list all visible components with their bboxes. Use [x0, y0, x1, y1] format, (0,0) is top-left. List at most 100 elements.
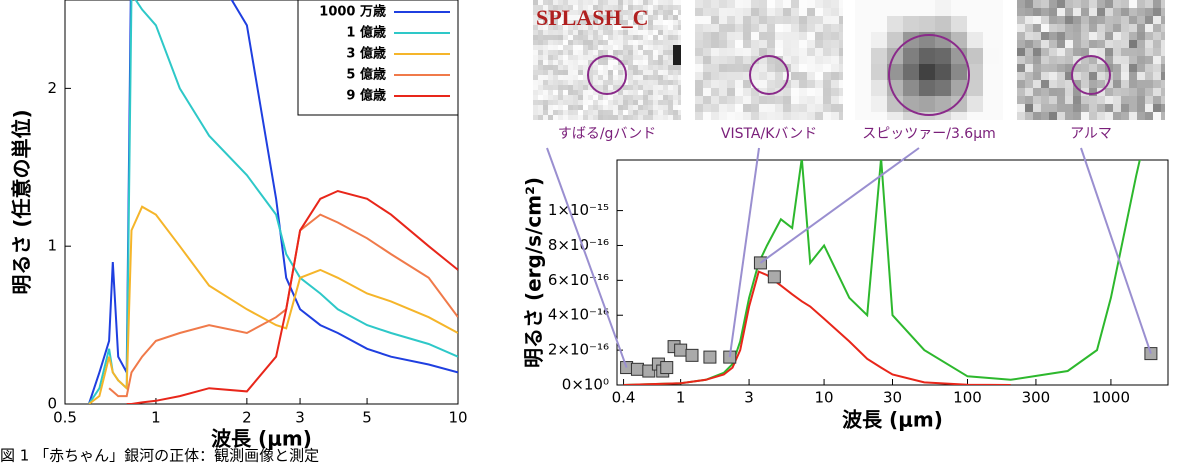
thumbnail-pixel: [628, 100, 633, 105]
thumbnail-pixel: [558, 30, 563, 35]
x-tick-label: 100: [953, 389, 982, 407]
panel-label: すばる/gバンド: [558, 126, 656, 142]
thumbnail-pixel: [719, 112, 727, 120]
thumbnail-pixel: [578, 85, 583, 90]
thumbnail-pixel: [663, 85, 668, 90]
thumbnail-pixel: [628, 50, 633, 55]
thumbnail-pixel: [783, 88, 791, 96]
thumbnail-pixel: [538, 30, 543, 35]
thumbnail-pixel: [711, 56, 719, 64]
thumbnail-pixel: [653, 30, 658, 35]
thumbnail-pixel: [663, 115, 668, 120]
thumbnail-pixel: [807, 8, 815, 16]
thumbnail-pixel: [1033, 96, 1041, 104]
thumbnail-pixel: [603, 70, 608, 75]
thumbnail-pixel: [735, 40, 743, 48]
thumbnail-pixel: [638, 110, 643, 115]
thumbnail-pixel: [1049, 48, 1057, 56]
thumbnail-pixel: [1081, 24, 1089, 32]
thumbnail-pixel: [583, 55, 588, 60]
thumbnail-pixel: [638, 60, 643, 65]
thumbnail-pixel: [1017, 72, 1025, 80]
thumbnail-pixel: [759, 80, 767, 88]
thumbnail-pixel: [1089, 0, 1097, 8]
thumbnail-pixel: [653, 55, 658, 60]
thumbnail-pixel: [1153, 88, 1161, 96]
thumbnail-pixel: [1145, 48, 1153, 56]
thumbnail-pixel: [668, 90, 673, 95]
thumbnail-pixel: [839, 88, 843, 96]
thumbnail-pixel: [1105, 48, 1113, 56]
thumbnail-pixel: [608, 60, 613, 65]
thumbnail-pixel: [695, 80, 703, 88]
thumbnail-pixel: [583, 60, 588, 65]
thumbnail-pixel: [1049, 64, 1057, 72]
thumbnail-pixel: [735, 80, 743, 88]
thumbnail-pixel: [1145, 40, 1153, 48]
thumbnail-pixel: [799, 104, 807, 112]
thumbnail-pixel: [1129, 96, 1137, 104]
thumbnail-pixel: [815, 32, 823, 40]
thumbnail-pixel: [548, 70, 553, 75]
x-tick-label: 3: [295, 409, 305, 427]
thumbnail-pixel: [1113, 48, 1121, 56]
thumbnail-pixel: [573, 65, 578, 70]
thumbnail-pixel: [573, 35, 578, 40]
thumbnail-pixel: [1089, 24, 1097, 32]
thumbnail-pixel: [653, 70, 658, 75]
thumbnail-pixel: [1129, 16, 1137, 24]
thumbnail-pixel: [608, 75, 613, 80]
thumbnail-pixel: [553, 35, 558, 40]
thumbnail-pixel: [573, 50, 578, 55]
thumbnail-pixel: [743, 40, 751, 48]
thumbnail-pixel: [588, 35, 593, 40]
thumbnail-pixel: [638, 45, 643, 50]
thumbnail-pixel: [791, 104, 799, 112]
thumbnail-pixel: [548, 105, 553, 110]
thumbnail-pixel: [871, 112, 887, 120]
thumbnail-pixel: [678, 5, 681, 10]
thumbnail-pixel: [678, 20, 681, 25]
thumbnail-pixel: [711, 104, 719, 112]
thumbnail-pixel: [791, 96, 799, 104]
thumbnail-pixel: [623, 100, 628, 105]
thumbnail-pixel: [628, 60, 633, 65]
thumbnail-pixel: [743, 104, 751, 112]
thumbnail-pixel: [583, 105, 588, 110]
thumbnail-pixel: [603, 65, 608, 70]
thumbnail-pixel: [967, 112, 983, 120]
thumbnail-pixel: [703, 72, 711, 80]
thumbnail-pixel: [951, 32, 967, 48]
thumbnail-pixel: [623, 45, 628, 50]
thumbnail-pixel: [1041, 48, 1049, 56]
thumbnail-pixel: [543, 40, 548, 45]
thumbnail-pixel: [543, 65, 548, 70]
thumbnail-pixel: [653, 75, 658, 80]
thumbnail-pixel: [967, 16, 983, 32]
thumbnail-pixel: [1081, 0, 1089, 8]
thumbnail-pixel: [543, 35, 548, 40]
thumbnail-pixel: [799, 24, 807, 32]
thumbnail-pixel: [831, 32, 839, 40]
thumbnail-pixel: [1057, 112, 1065, 120]
thumbnail-pixel: [598, 95, 603, 100]
thumbnail-pixel: [678, 60, 681, 65]
thumbnail-pixel: [815, 80, 823, 88]
thumbnail-pixel: [743, 48, 751, 56]
thumbnail-pixel: [588, 105, 593, 110]
thumbnail-pixel: [578, 45, 583, 50]
thumbnail-pixel: [548, 100, 553, 105]
thumbnail-pixel: [999, 16, 1003, 32]
thumbnail-pixel: [1113, 112, 1121, 120]
thumbnail-pixel: [727, 0, 735, 8]
thumbnail-pixel: [673, 85, 678, 90]
thumbnail-pixel: [658, 25, 663, 30]
thumbnail-pixel: [1161, 32, 1165, 40]
thumbnail-pixel: [568, 110, 573, 115]
thumbnail-pixel: [563, 45, 568, 50]
thumbnail-pixel: [1113, 96, 1121, 104]
thumbnail-pixel: [919, 0, 935, 16]
thumbnail-pixel: [999, 96, 1003, 112]
thumbnail-pixel: [751, 0, 759, 8]
thumbnail-pixel: [759, 112, 767, 120]
